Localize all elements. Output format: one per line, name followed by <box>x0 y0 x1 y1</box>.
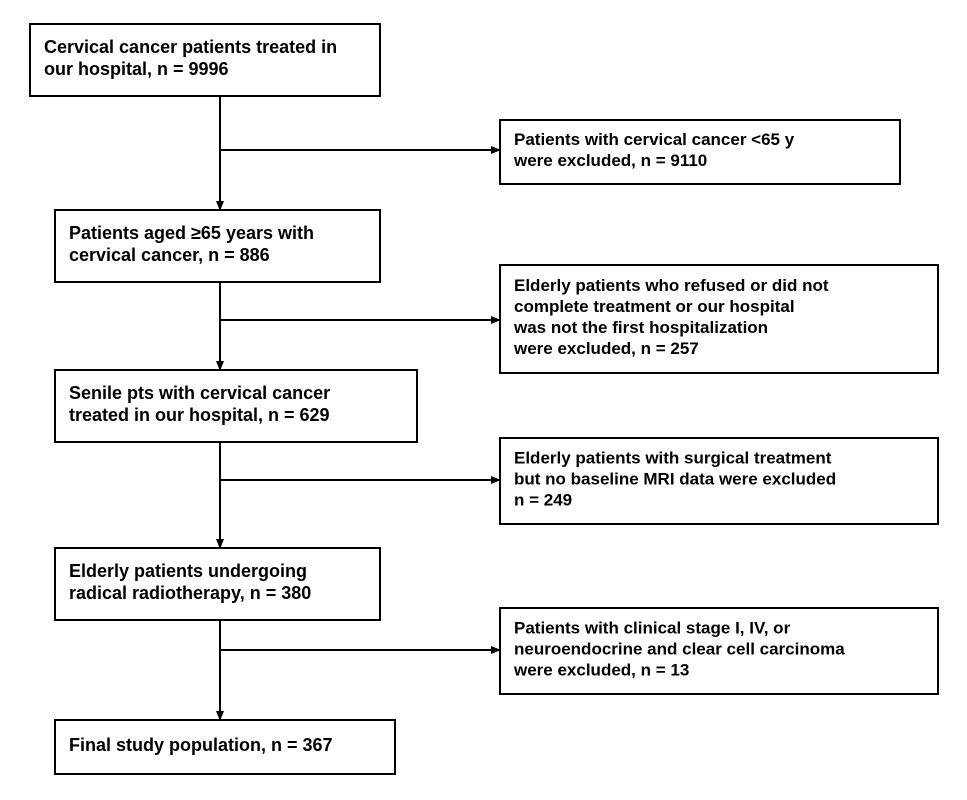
node-text: Senile pts with cervical cancer <box>69 383 330 403</box>
node-text: Cervical cancer patients treated in <box>44 37 337 57</box>
node-text: radical radiotherapy, n = 380 <box>69 583 311 603</box>
node-text: cervical cancer, n = 886 <box>69 245 270 265</box>
flow-step-n3: Senile pts with cervical cancertreated i… <box>55 370 417 442</box>
node-text: but no baseline MRI data were excluded <box>514 470 836 489</box>
node-text: complete treatment or our hospital <box>514 297 795 316</box>
exclusion-box-e1: Patients with cervical cancer <65 y were … <box>500 120 900 184</box>
flow-step-n2: Patients aged ≥65 years withcervical can… <box>55 210 380 282</box>
node-text: were excluded, n = 257 <box>513 339 699 358</box>
node-text: were excluded, n = 9110 <box>513 151 707 170</box>
node-text: Elderly patients with surgical treatment <box>514 449 832 468</box>
node-text: n = 249 <box>514 491 572 510</box>
node-text: Patients with clinical stage I, IV, or <box>514 619 791 638</box>
node-text: Patients aged ≥65 years with <box>69 223 314 243</box>
flow-step-n4: Elderly patients undergoingradical radio… <box>55 548 380 620</box>
node-text: Final study population, n = 367 <box>69 735 333 755</box>
node-text: Elderly patients who refused or did not <box>514 276 829 295</box>
node-text: Elderly patients undergoing <box>69 561 307 581</box>
node-text: was not the first hospitalization <box>513 318 768 337</box>
node-text: treated in our hospital, n = 629 <box>69 405 330 425</box>
flowchart-canvas: Cervical cancer patients treated inour h… <box>0 0 967 800</box>
exclusion-box-e2: Elderly patients who refused or did not c… <box>500 265 938 373</box>
flow-step-n1: Cervical cancer patients treated inour h… <box>30 24 380 96</box>
node-text: neuroendocrine and clear cell carcinoma <box>514 640 845 659</box>
exclusion-box-e3: Elderly patients with surgical treatment… <box>500 438 938 524</box>
node-text: Patients with cervical cancer <65 y <box>514 130 795 149</box>
exclusion-box-e4: Patients with clinical stage I, IV, or ne… <box>500 608 938 694</box>
node-text: our hospital, n = 9996 <box>44 59 229 79</box>
node-text: were excluded, n = 13 <box>513 661 689 680</box>
flow-step-n5: Final study population, n = 367 <box>55 720 395 774</box>
